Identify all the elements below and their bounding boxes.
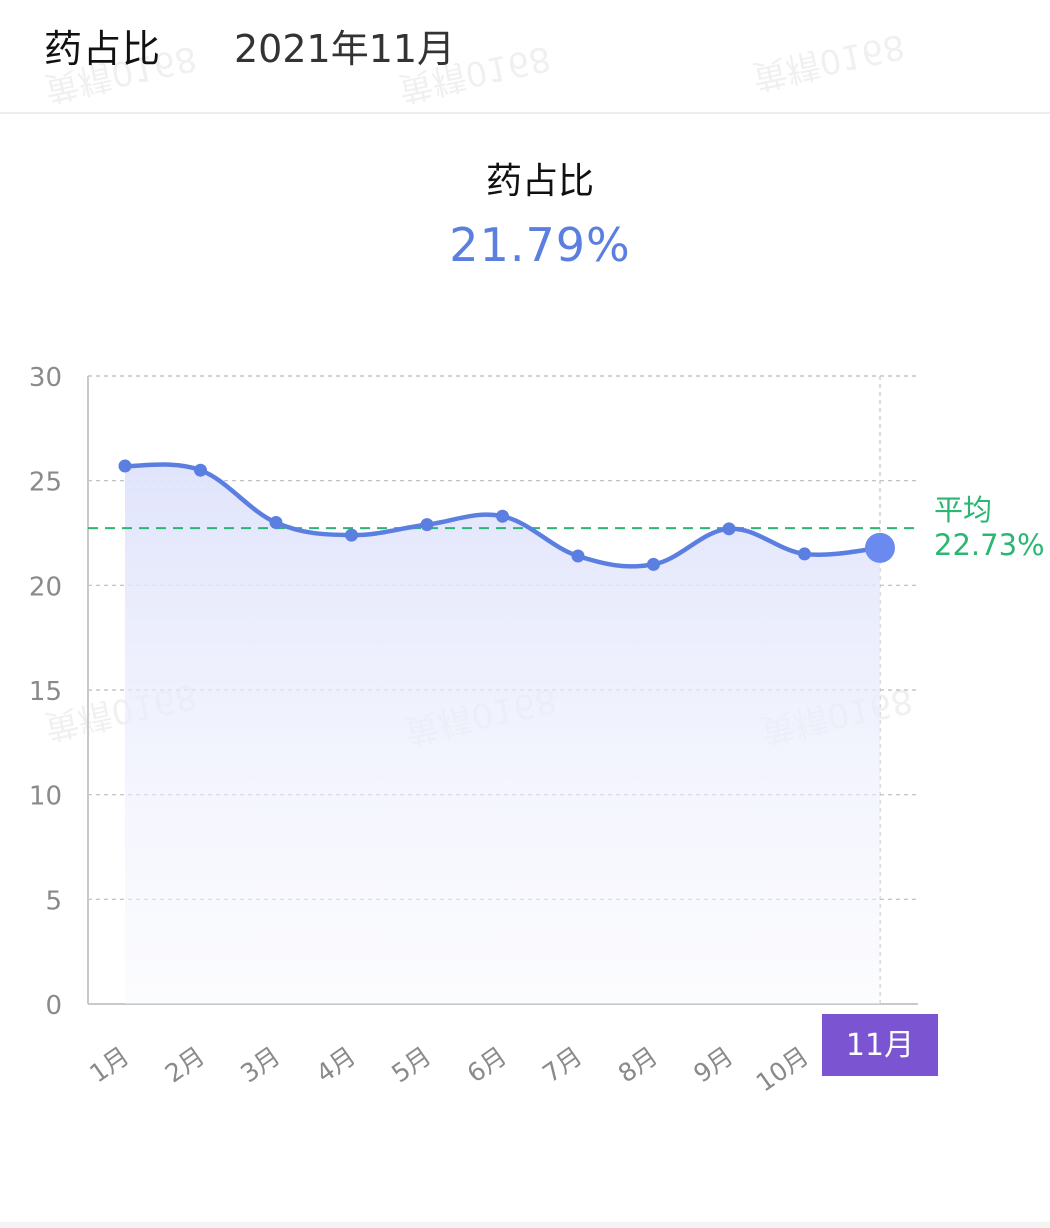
data-point [345,528,358,542]
data-points [118,459,895,571]
series-area [125,464,880,1004]
y-tick-label: 5 [45,886,62,916]
data-point [496,509,509,523]
x-tick-label: 11月 [846,1028,914,1063]
metric-title: 药占比 [485,161,594,202]
page-title: 药占比 [44,27,162,71]
x-tick-label: 6月 [462,1041,512,1088]
average-value: 22.73% [934,528,1045,562]
highlight-label-box [822,1014,938,1076]
y-tick-label: 25 [29,468,62,498]
x-tick-label: 2月 [160,1041,210,1088]
y-tick-label: 15 [29,677,62,707]
data-point [722,522,736,536]
y-tick-label: 30 [29,363,62,393]
y-tick-label: 20 [29,572,62,602]
area-fill [125,464,880,1004]
data-point [571,549,585,563]
x-tick-label: 1月 [84,1041,134,1088]
x-tick-label: 3月 [235,1041,285,1088]
period-selector[interactable]: 2021年11月 [234,27,456,71]
highlight-point [865,532,895,563]
x-tick-label: 9月 [688,1041,738,1088]
bottom-divider [0,1222,1050,1228]
data-point [118,459,132,473]
metric-value: 21.79% [449,218,631,272]
data-point [420,518,434,532]
page-header: 药占比 2021年11月 [0,0,1050,114]
y-tick-label: 0 [45,991,62,1021]
data-point [194,463,207,477]
x-tick-label: 5月 [386,1041,436,1088]
data-point [269,516,283,530]
data-point [647,557,660,571]
average-label: 平均 [934,493,992,527]
x-tick-label: 4月 [311,1041,361,1088]
x-tick-label: 8月 [613,1041,663,1088]
x-tick-label: 10月 [751,1041,814,1097]
x-tick-label: 7月 [537,1041,587,1088]
y-tick-label: 10 [29,782,62,812]
data-point [798,547,811,561]
